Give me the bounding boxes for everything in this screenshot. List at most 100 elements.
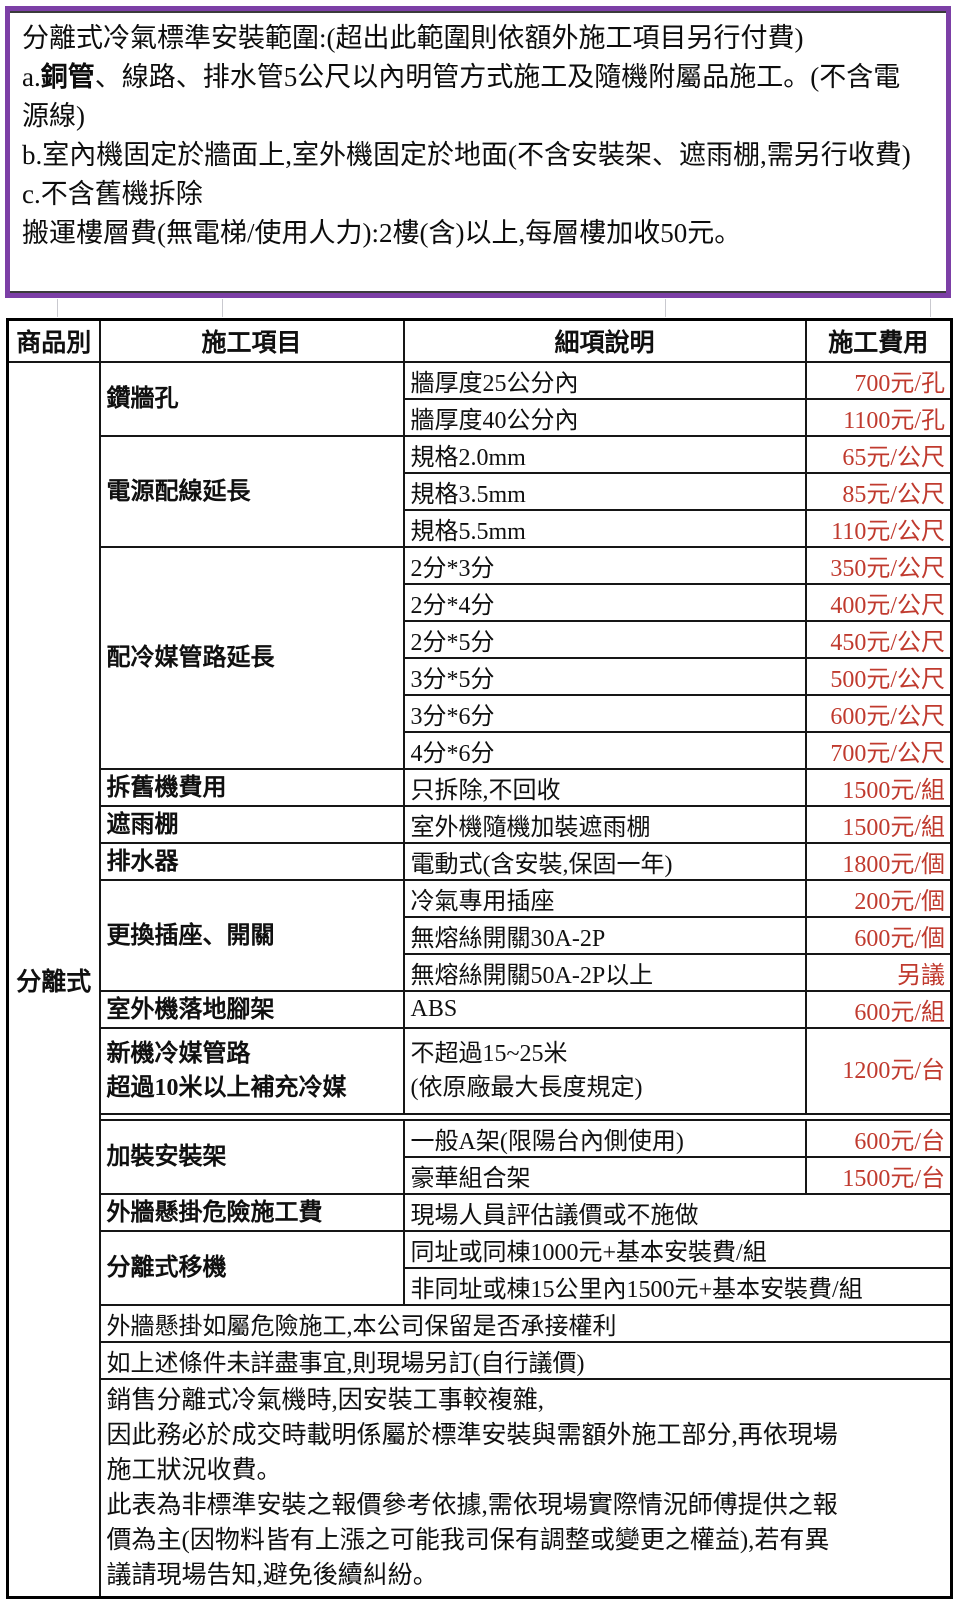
table-row: 分離式移機 同址或同棟1000元+基本安裝費/組 <box>8 1230 953 1306</box>
notice-line-stairs: 搬運樓層費(無電梯/使用人力):2樓(含)以上,每層樓加收50元。 <box>22 218 742 248</box>
category-cell: 分離式 <box>6 361 101 1599</box>
footer-note-line: 此表為非標準安裝之報價參考依據,需依現場實際情況師傅提供之報價為主(因物料皆有上… <box>106 1492 838 1589</box>
desc-cell: 非同址或棟15公里內1500元+基本安裝費/組 <box>402 1267 953 1306</box>
gridline-artifact <box>665 299 666 317</box>
desc-cell: 無熔絲開關50A-2P以上 <box>402 953 807 992</box>
desc-cell: 冷氣專用插座 <box>402 879 807 918</box>
desc-cell: 豪華組合架 <box>402 1156 807 1195</box>
notice-line-a: a.銅管、線路、排水管5公尺以內明管方式施工及隨機附屬品施工。(不含電源線) <box>22 58 916 136</box>
table-row: 電源配線延長 規格2.0mm 65元/公尺 <box>8 435 953 548</box>
notice-line-scope: 分離式冷氣標準安裝範圍:(超出此範圍則依額外施工項目另行付費) <box>22 23 804 53</box>
item-cell-refrigerant-pipe: 配冷媒管路延長 <box>98 546 405 770</box>
desc-cell: 規格2.0mm <box>402 435 807 474</box>
footer-note-line: 銷售分離式冷氣機時,因安裝工事較複雜, <box>106 1387 545 1414</box>
desc-cell: 規格3.5mm <box>402 472 807 511</box>
desc-line: 不超過15~25米 <box>410 1041 568 1067</box>
table-row: 加裝安裝架 一般A架(限陽台內側使用) 600元/台 <box>8 1119 953 1195</box>
table-row: 2分*5分 450元/公尺 <box>8 620 953 659</box>
header-work-item: 施工項目 <box>98 318 405 363</box>
fee-cell: 1800元/個 <box>804 842 953 881</box>
fee-cell: 600元/台 <box>804 1119 953 1158</box>
table-row: 室外機落地腳架 ABS 600元/組 <box>8 990 953 1029</box>
table-row: 拆舊機費用 只拆除,不回收 1500元/組 <box>8 768 953 807</box>
notice-line-c: c.不含舊機拆除 <box>22 179 203 209</box>
fee-cell: 另議 <box>804 953 953 992</box>
fee-cell: 450元/公尺 <box>804 620 953 659</box>
notice-line-a-prefix: a. <box>22 62 41 92</box>
table-row: 外牆懸掛危險施工費 現場人員評估議價或不施做 <box>8 1193 953 1232</box>
header-category: 商品別 <box>6 318 101 363</box>
table-row: 無熔絲開關50A-2P以上 另議 <box>8 953 953 992</box>
table-header-row: 商品別 施工項目 細項說明 施工費用 <box>6 318 953 363</box>
item-cell-rain-shelter: 遮雨棚 <box>98 805 405 844</box>
fee-cell: 500元/公尺 <box>804 657 953 696</box>
item-cell-drain-pump: 排水器 <box>98 842 405 881</box>
notice-line-b: b.室內機固定於牆面上,室外機固定於地面(不含安裝架、遮雨棚,需另行收費) <box>22 140 911 170</box>
fee-cell: 65元/公尺 <box>804 435 953 474</box>
table-row: 新機冷媒管路 超過10米以上補充冷媒 不超過15~25米 (依原廠最大長度規定)… <box>8 1027 953 1115</box>
footer-note-row: 銷售分離式冷氣機時,因安裝工事較複雜, 因此務必於成交時載明係屬於標準安裝與需額… <box>8 1378 953 1599</box>
fee-cell: 110元/公尺 <box>804 509 953 548</box>
page: 分離式冷氣標準安裝範圍:(超出此範圍則依額外施工項目另行付費) a.銅管、線路、… <box>5 6 953 1599</box>
desc-line: (依原廠最大長度規定) <box>410 1075 643 1101</box>
gridline-artifact <box>222 299 223 317</box>
table-row: 規格5.5mm 110元/公尺 <box>8 509 953 548</box>
desc-cell: 2分*4分 <box>402 583 807 622</box>
table-row: 3分*6分 600元/公尺 <box>8 694 953 733</box>
fee-cell: 1200元/台 <box>804 1027 953 1115</box>
item-cell-mounting-rack: 加裝安裝架 <box>98 1119 405 1195</box>
installation-notice-box: 分離式冷氣標準安裝範圍:(超出此範圍則依額外施工項目另行付費) a.銅管、線路、… <box>5 6 951 298</box>
item-cell-floor-stand: 室外機落地腳架 <box>98 990 405 1029</box>
fee-cell: 600元/個 <box>804 916 953 955</box>
table-row: 無熔絲開關30A-2P 600元/個 <box>8 916 953 955</box>
header-fee: 施工費用 <box>804 318 953 363</box>
fee-cell: 1100元/孔 <box>804 398 953 437</box>
fee-cell: 600元/公尺 <box>804 694 953 733</box>
desc-cell: 3分*5分 <box>402 657 807 696</box>
spacer-row-cell <box>98 1113 953 1121</box>
spacer-row <box>8 1113 953 1121</box>
desc-cell: 無熔絲開關30A-2P <box>402 916 807 955</box>
desc-cell: 4分*6分 <box>402 731 807 770</box>
item-cell-relocation: 分離式移機 <box>98 1230 405 1306</box>
footer-note-row: 如上述條件未詳盡事宜,則現場另訂(自行議價) <box>8 1341 953 1380</box>
desc-cell: 牆厚度25公分內 <box>402 361 807 400</box>
desc-cell: 電動式(含安裝,保固一年) <box>402 842 807 881</box>
notice-line-a-bold: 銅管 <box>40 62 95 92</box>
fee-cell: 700元/公尺 <box>804 731 953 770</box>
footer-note-block: 銷售分離式冷氣機時,因安裝工事較複雜, 因此務必於成交時載明係屬於標準安裝與需額… <box>98 1378 953 1599</box>
table-row: 規格3.5mm 85元/公尺 <box>8 472 953 511</box>
desc-cell: 只拆除,不回收 <box>402 768 807 807</box>
table-row: 遮雨棚 室外機隨機加裝遮雨棚 1500元/組 <box>8 805 953 844</box>
desc-cell: 牆厚度40公分內 <box>402 398 807 437</box>
table-row: 非同址或棟15公里內1500元+基本安裝費/組 <box>8 1267 953 1306</box>
fee-cell: 1500元/台 <box>804 1156 953 1195</box>
footer-note-row: 外牆懸掛如屬危險施工,本公司保留是否承接權利 <box>8 1304 953 1343</box>
table-row: 豪華組合架 1500元/台 <box>8 1156 953 1195</box>
gridline-artifact <box>57 299 58 317</box>
table-row: 牆厚度40公分內 1100元/孔 <box>8 398 953 437</box>
gridline-artifact <box>930 299 931 317</box>
fee-cell: 1500元/組 <box>804 805 953 844</box>
desc-cell: 一般A架(限陽台內側使用) <box>402 1119 807 1158</box>
item-cell-wall-hazard-fee: 外牆懸掛危險施工費 <box>98 1193 405 1232</box>
desc-cell: 規格5.5mm <box>402 509 807 548</box>
item-line: 新機冷媒管路 <box>106 1041 251 1067</box>
desc-cell: 室外機隨機加裝遮雨棚 <box>402 805 807 844</box>
item-cell-power-wiring: 電源配線延長 <box>98 435 405 548</box>
footer-note-cell: 外牆懸掛如屬危險施工,本公司保留是否承接權利 <box>98 1304 953 1343</box>
notice-line-a-rest: 、線路、排水管5公尺以內明管方式施工及隨機附屬品施工。(不含電源線) <box>22 62 901 131</box>
desc-cell: ABS <box>402 990 807 1029</box>
footer-note-line: 因此務必於成交時載明係屬於標準安裝與需額外施工部分,再依現場施工狀況收費。 <box>106 1422 838 1484</box>
item-line: 超過10米以上補充冷媒 <box>106 1075 347 1101</box>
fee-cell: 350元/公尺 <box>804 546 953 585</box>
desc-cell: 2分*3分 <box>402 546 807 585</box>
item-cell-drill-hole: 鑽牆孔 <box>98 361 405 437</box>
fee-cell: 1500元/組 <box>804 768 953 807</box>
table-row: 更換插座、開關 冷氣專用插座 200元/個 <box>8 879 953 992</box>
item-cell-outlet-switch: 更換插座、開關 <box>98 879 405 992</box>
desc-cell: 3分*6分 <box>402 694 807 733</box>
item-cell-refrigerant-refill: 新機冷媒管路 超過10米以上補充冷媒 <box>98 1027 405 1115</box>
header-detail: 細項說明 <box>402 318 807 363</box>
desc-cell: 不超過15~25米 (依原廠最大長度規定) <box>402 1027 807 1115</box>
